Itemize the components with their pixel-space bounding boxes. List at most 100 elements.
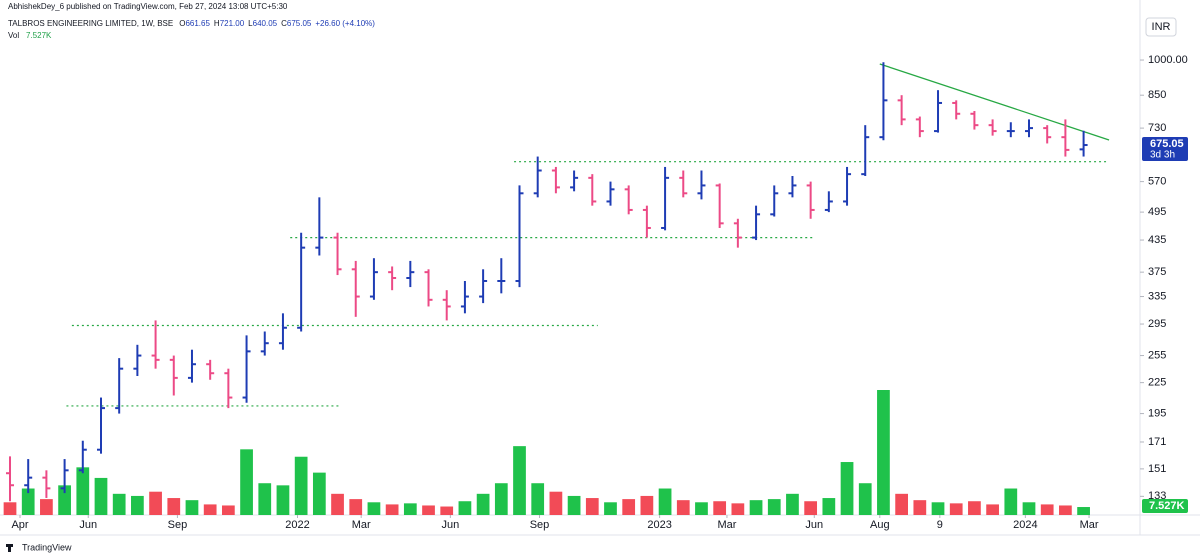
volume-bar — [40, 499, 53, 515]
volume-bar — [58, 485, 71, 515]
field-value: 675.05 — [287, 19, 312, 28]
y-tick-label: 850 — [1148, 89, 1166, 101]
volume-bar — [840, 462, 854, 515]
volume-bar — [858, 483, 872, 515]
x-tick-label: Aug — [870, 519, 890, 531]
volume-bar — [640, 495, 654, 515]
volume-bar — [604, 502, 617, 515]
volume-bar — [203, 504, 217, 515]
last-volume-box — [1142, 499, 1188, 514]
y-tick-label: 295 — [1148, 318, 1166, 330]
volume-bar — [167, 498, 181, 515]
y-tick-label: 255 — [1148, 349, 1166, 361]
volume-bar — [713, 501, 727, 515]
volume-bar — [221, 505, 235, 515]
x-tick-label: 9 — [937, 519, 943, 531]
x-tick-label: 2022 — [285, 519, 309, 531]
volume-bar — [731, 503, 745, 515]
x-tick-label: 2023 — [647, 519, 671, 531]
volume-bar — [567, 495, 581, 515]
volume-bar — [822, 498, 836, 515]
currency-button[interactable] — [1145, 17, 1177, 37]
volume-bar — [804, 501, 818, 515]
volume-bar — [276, 485, 290, 515]
vol-value: 7.527K — [26, 31, 52, 40]
volume-bar — [877, 390, 890, 515]
field-value: 640.05 — [253, 19, 278, 28]
volume-bar — [312, 472, 326, 515]
y-tick-label: 435 — [1148, 234, 1166, 246]
x-tick-label: Jun — [79, 519, 97, 531]
vol-label: Vol — [8, 31, 19, 40]
trendline — [879, 63, 1110, 141]
currency[interactable]: INR — [1152, 21, 1171, 33]
volume-bar — [258, 483, 272, 515]
volume-bar — [185, 500, 199, 515]
volume-bar — [895, 493, 908, 515]
volume-bar — [385, 504, 399, 515]
y-tick-label: 375 — [1148, 266, 1166, 278]
volume-bar — [513, 446, 526, 515]
field-key: C — [281, 19, 287, 28]
field-key: L — [248, 19, 253, 28]
field-value: 661.65 — [185, 19, 210, 28]
y-tick-label: 570 — [1148, 176, 1166, 188]
brand: TradingView — [22, 542, 72, 552]
volume-bar — [349, 499, 363, 515]
volume-bar — [622, 499, 636, 515]
volume-bar — [367, 502, 381, 515]
volume-bar — [3, 502, 17, 515]
x-tick-label: Mar — [352, 519, 371, 531]
volume-bar — [585, 498, 599, 515]
volume-bar — [1022, 502, 1036, 515]
volume-bar — [658, 488, 672, 515]
volume-bar — [1059, 505, 1072, 515]
volume-bar — [21, 488, 35, 515]
legend-line: TALBROS ENGINEERING LIMITED, 1W, BSE O 661… — [8, 19, 375, 28]
volume-bar — [1004, 488, 1018, 515]
volume-bar — [531, 483, 545, 515]
y-tick-label: 171 — [1148, 436, 1166, 448]
y-tick-label: 195 — [1148, 407, 1166, 419]
volume-bar — [986, 504, 999, 515]
volume-bar — [294, 456, 308, 515]
last-price: 675.05 — [1150, 138, 1184, 150]
volume-bar — [149, 491, 162, 515]
field-key: H — [214, 19, 220, 28]
volume-bar — [76, 467, 90, 515]
x-tick-label: Mar — [717, 519, 736, 531]
volume-bar — [1077, 507, 1090, 515]
x-tick-label: Apr — [11, 519, 28, 531]
volume-bar — [240, 449, 253, 515]
last-volume: 7.527K — [1149, 500, 1185, 512]
x-tick-label: Jun — [805, 519, 823, 531]
y-tick-label: 225 — [1148, 377, 1166, 389]
volume-bar — [549, 491, 563, 515]
volume-bar — [458, 501, 472, 515]
field-key: O — [179, 19, 185, 28]
volume-bar — [913, 500, 927, 515]
volume-bar — [931, 502, 945, 515]
x-tick-label: Mar — [1080, 519, 1099, 531]
volume-bar — [749, 500, 763, 515]
change: +26.60 (+4.10%) — [315, 19, 375, 28]
field-value: 721.00 — [220, 19, 245, 28]
volume-bar — [767, 499, 781, 515]
volume-bar — [94, 477, 108, 515]
y-tick-label: 335 — [1148, 290, 1166, 302]
symbol: TALBROS ENGINEERING LIMITED, 1W, BSE — [8, 19, 173, 28]
y-tick-label: 1000.00 — [1148, 54, 1188, 66]
volume-bar — [112, 493, 126, 515]
x-tick-label: Sep — [530, 519, 550, 531]
y-tick-label: 151 — [1148, 463, 1166, 475]
y-tick-label: 495 — [1148, 206, 1166, 218]
x-tick-label: Jun — [441, 519, 459, 531]
last-price-box — [1142, 137, 1188, 162]
volume-bar — [949, 503, 963, 515]
volume-bar — [695, 502, 708, 515]
volume-bar — [1040, 504, 1054, 515]
volume-bar — [968, 501, 981, 515]
volume-bar — [786, 493, 799, 515]
